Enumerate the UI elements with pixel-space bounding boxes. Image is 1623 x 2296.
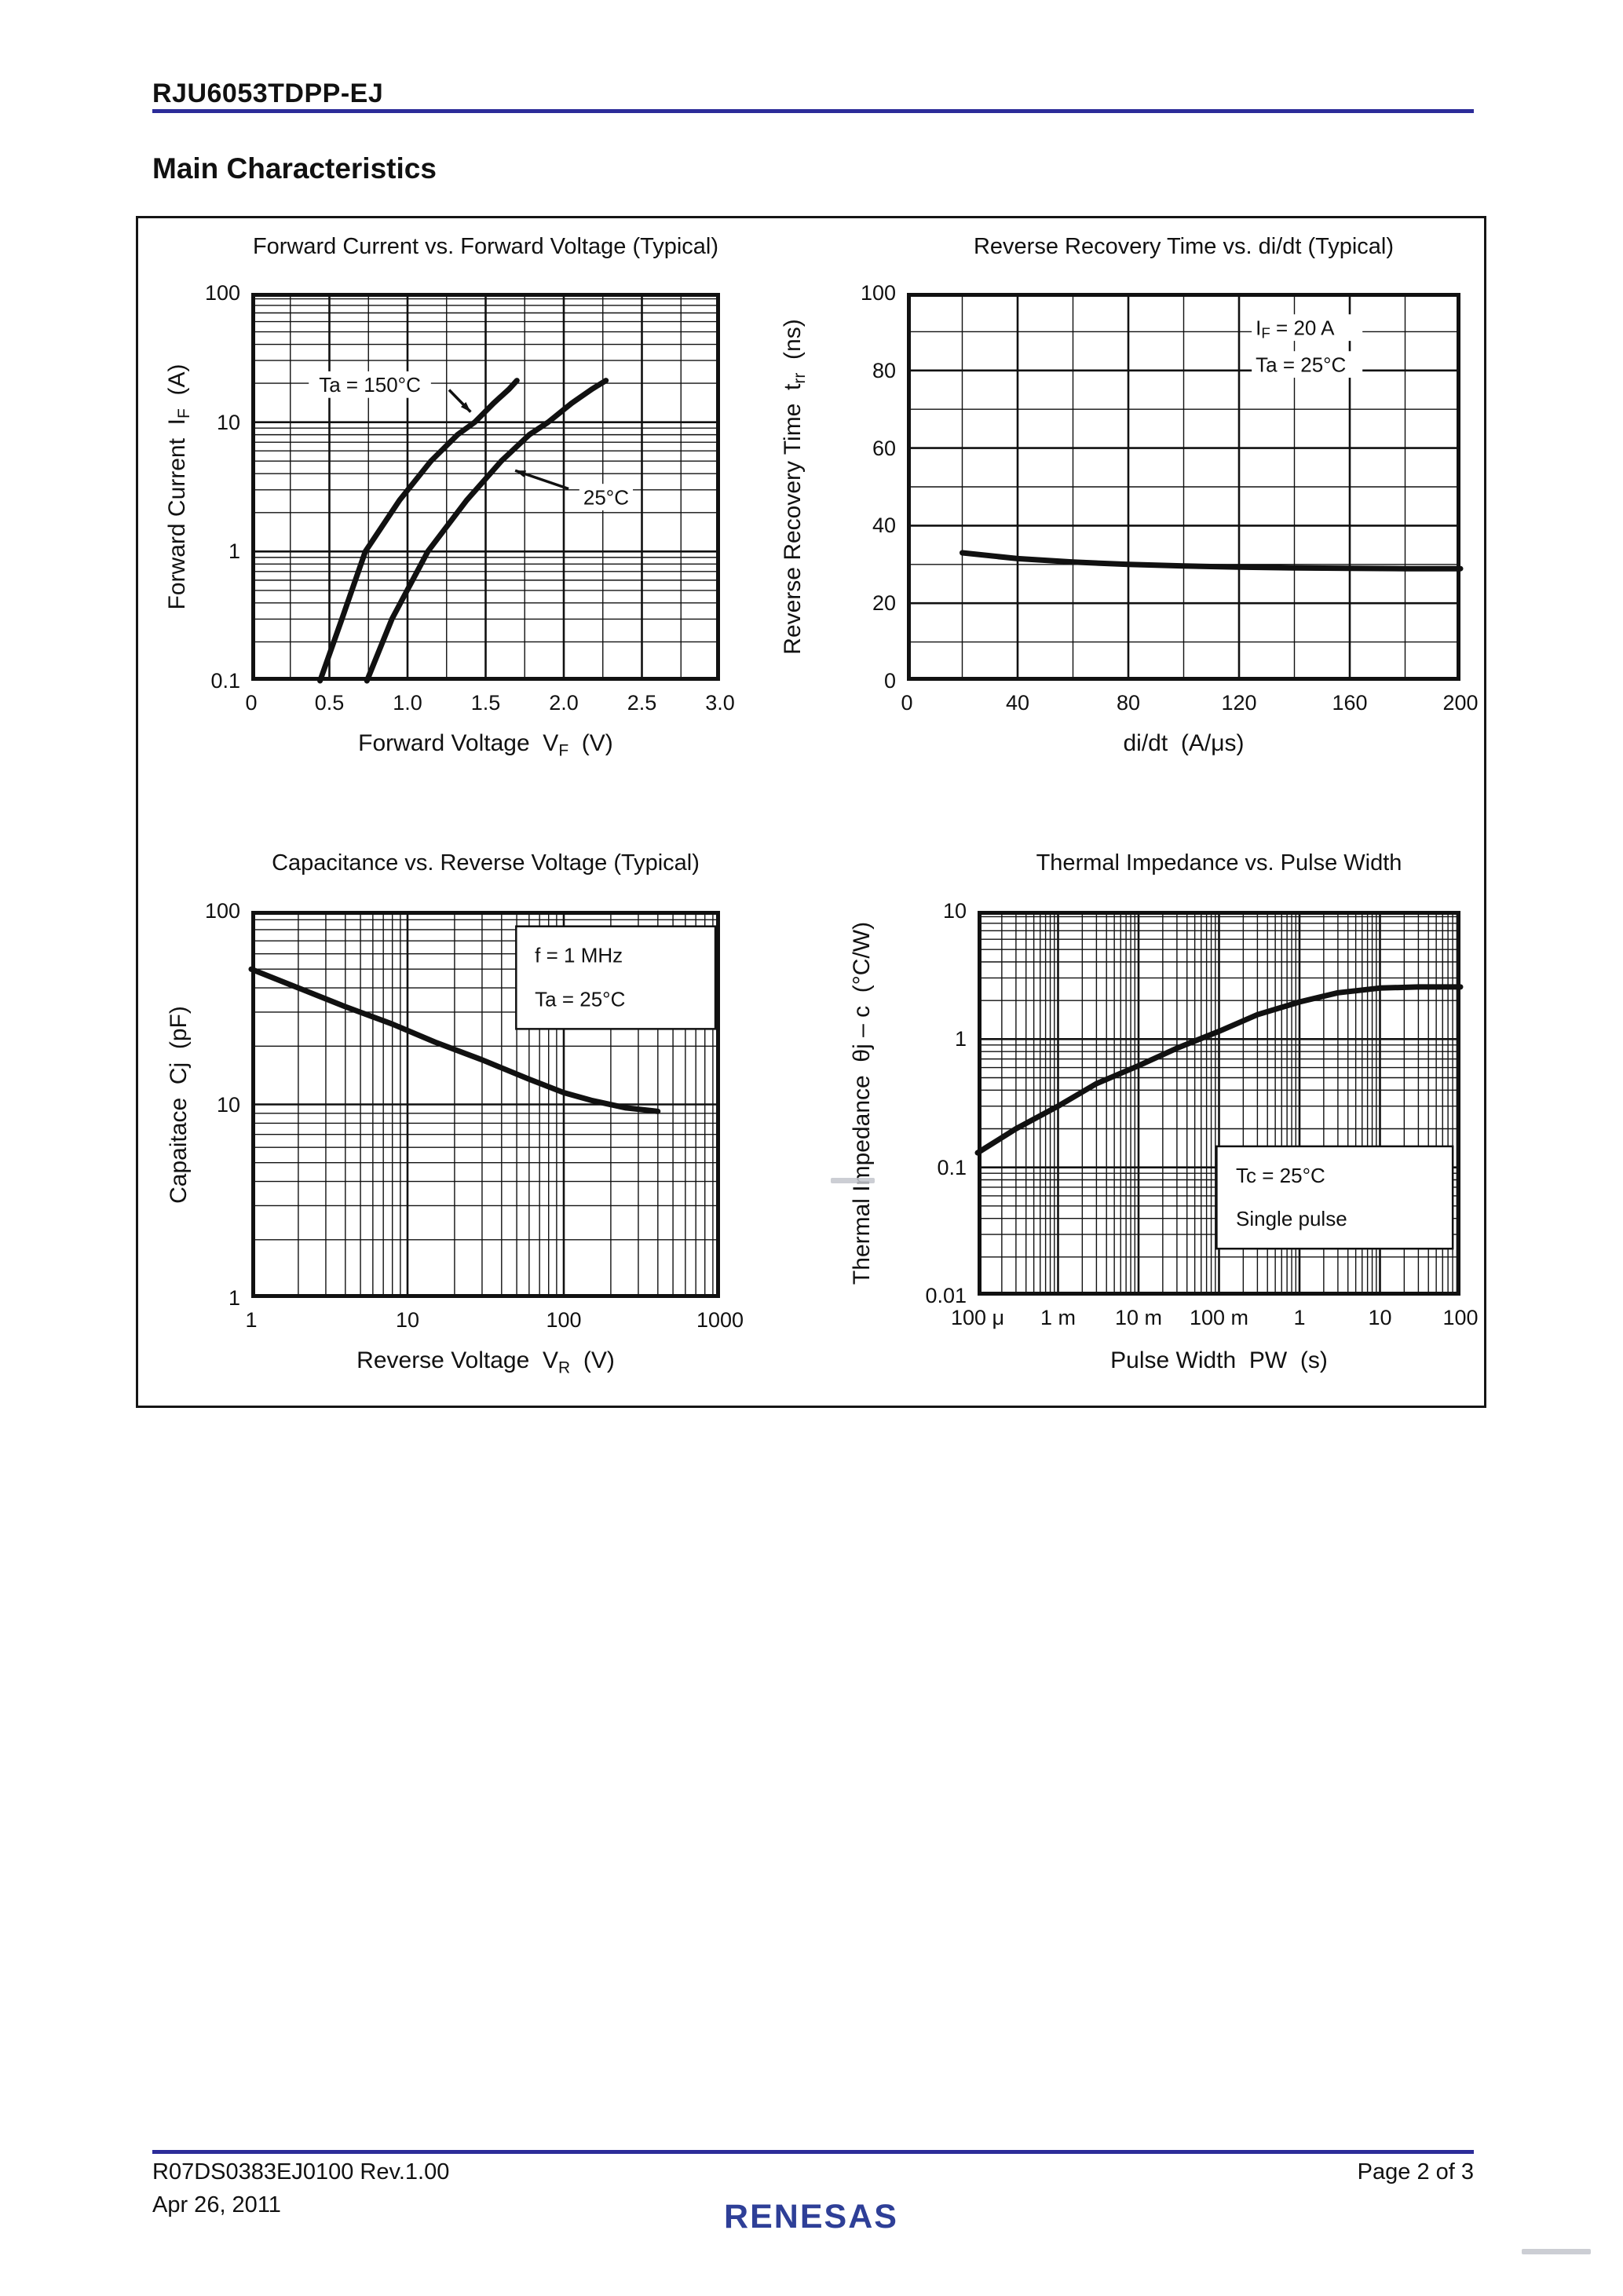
y-tick-label: 20 [872,591,896,616]
annotation-label: IF​ = 20 A [1256,316,1335,341]
y-tick-label: 100 [860,281,896,305]
plot-area: IF​ = 20 A Ta = 25°C [907,293,1464,681]
watermark-smudge [1522,2249,1591,2254]
y-tick-label: 0.1 [937,1155,967,1179]
watermark-smudge [831,1178,875,1183]
y-tick-label: 80 [872,358,896,382]
renesas-logo-text: RENESAS [724,2198,898,2236]
x-tick-label: 40 [1005,691,1030,715]
y-tick-label: 1 [954,1027,967,1051]
x-axis-title: Reverse Voltage VR (V) [356,1347,615,1377]
x-tick-label: 3.0 [705,691,735,715]
x-tick-label: 100 μ [950,1306,1005,1329]
x-tick-label: 1.5 [470,691,501,715]
main-characteristics-figure [136,216,1486,1408]
x-tick-label: 160 [1332,691,1368,715]
x-tick-label: 1000 [696,1308,744,1332]
x-tick-label: 2.5 [627,691,657,715]
y-tick-label: 60 [872,436,896,460]
y-tick-label: 10 [216,410,240,434]
part-number: RJU6053TDPP-EJ [152,79,384,108]
y-tick-label: 1 [228,539,240,564]
header-rule [152,109,1474,113]
annotation-label: 25°C [583,485,629,509]
x-tick-label: 0 [245,691,258,715]
y-tick-label: 0.01 [925,1284,967,1307]
chart-title: Reverse Recovery Time vs. di/dt (Typical… [973,234,1395,259]
x-axis-title: Forward Voltage VF (V) [358,730,613,760]
y-tick-label: 10 [216,1092,240,1117]
annotation-label: Single pulse [1236,1207,1347,1230]
x-tick-label: 0.5 [314,691,345,715]
y-tick-label: 100 [204,281,240,305]
y-axis-title: Reverse Recovery Time trr (ns) [779,319,810,655]
x-axis-title: di/dt (A/μs) [1123,730,1245,756]
y-axis-title: Thermal Impedance θj – c (°C/W) [849,921,875,1285]
x-tick-label: 100 m [1189,1306,1249,1329]
y-axis-title: Forward Current IF (A) [163,364,194,610]
x-tick-label: 10 [1368,1306,1392,1329]
x-tick-label: 1 [1293,1306,1306,1329]
x-tick-label: 200 [1442,691,1479,715]
page-indicator: Page 2 of 3 [1357,2159,1474,2184]
chart-title: Capacitance vs. Reverse Voltage (Typical… [272,850,700,876]
x-tick-label: 100 [546,1308,582,1332]
x-axis-title: Pulse Width PW (s) [1110,1347,1328,1373]
renesas-logo: RENESAS [724,2198,898,2236]
annotation-label: Ta = 25°C [1256,353,1346,376]
x-tick-label: 10 m [1114,1306,1163,1329]
y-tick-label: 40 [872,514,896,538]
y-tick-label: 1 [228,1286,240,1310]
chart-title: Forward Current vs. Forward Voltage (Typ… [252,234,719,259]
x-tick-label: 1.0 [393,691,422,715]
plot-area: f = 1 MHz Ta = 25°C [248,911,720,1298]
y-tick-label: 0 [883,669,896,693]
y-tick-label: 0.1 [210,669,240,693]
x-tick-label: 0 [901,691,913,715]
document-number: R07DS0383EJ0100 Rev.1.00 [152,2159,450,2184]
y-tick-label: 10 [942,899,967,923]
annotation-label: Ta = 150°C [319,373,421,397]
x-tick-label: 2.0 [549,691,579,715]
x-tick-label: 1 m [1040,1306,1076,1329]
plot-area: Tc = 25°C Single pulse [974,911,1464,1296]
document-date: Apr 26, 2011 [152,2192,281,2217]
x-tick-label: 1 [245,1308,258,1332]
chart-title: Thermal Impedance vs. Pulse Width [1036,850,1402,876]
y-tick-label: 100 [204,899,240,923]
x-tick-label: 10 [395,1308,420,1332]
plot-area: Ta = 150°C 25°C [251,293,720,684]
x-tick-label: 120 [1221,691,1257,715]
page-title: Main Characteristics [152,152,437,185]
footer-rule [152,2150,1474,2154]
annotation-label: f = 1 MHz [535,944,623,967]
annotation-label: Tc = 25°C [1236,1164,1325,1187]
x-tick-label: 80 [1116,691,1141,715]
annotation-label: Ta = 25°C [535,987,625,1011]
x-tick-label: 100 [1442,1306,1479,1329]
